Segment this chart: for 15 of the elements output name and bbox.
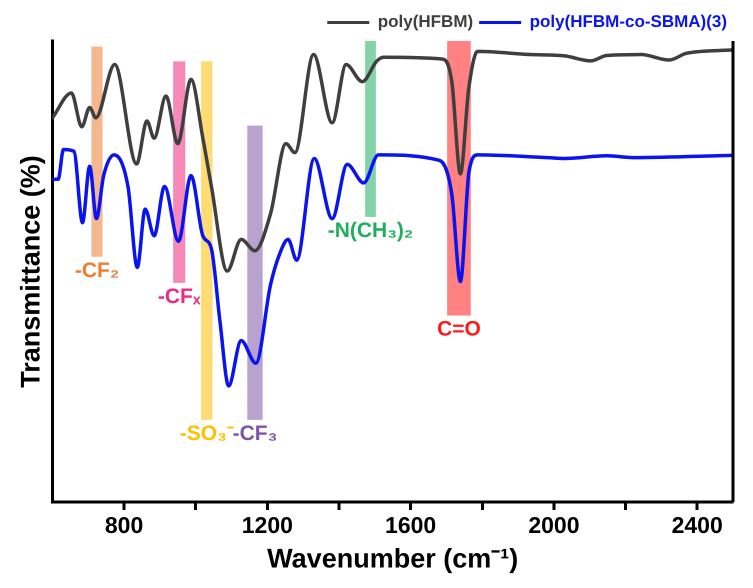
band-label: -CF₃ <box>232 422 278 446</box>
x-tick-label: 2400 <box>672 512 723 538</box>
y-axis-title: Transmittance (%) <box>16 155 46 388</box>
band-label: -CF₂ <box>74 258 120 282</box>
band-label: -CFₓ <box>158 285 201 308</box>
legend-label: poly(HFBM-co-SBMA)(3) <box>530 12 727 32</box>
band-label: -N(CH₃)₂ <box>328 219 414 242</box>
band-label: C=O <box>437 318 481 341</box>
x-tick-label: 2000 <box>528 512 580 538</box>
x-axis-title: Wavenumber (cm⁻¹) <box>267 543 518 574</box>
x-tick-label: 1200 <box>242 512 293 538</box>
band-label: -SO₃⁻ <box>180 422 234 446</box>
legend-label: poly(HFBM) <box>378 12 474 32</box>
x-tick-label: 800 <box>104 512 144 538</box>
x-tick-label: 1600 <box>385 512 436 538</box>
